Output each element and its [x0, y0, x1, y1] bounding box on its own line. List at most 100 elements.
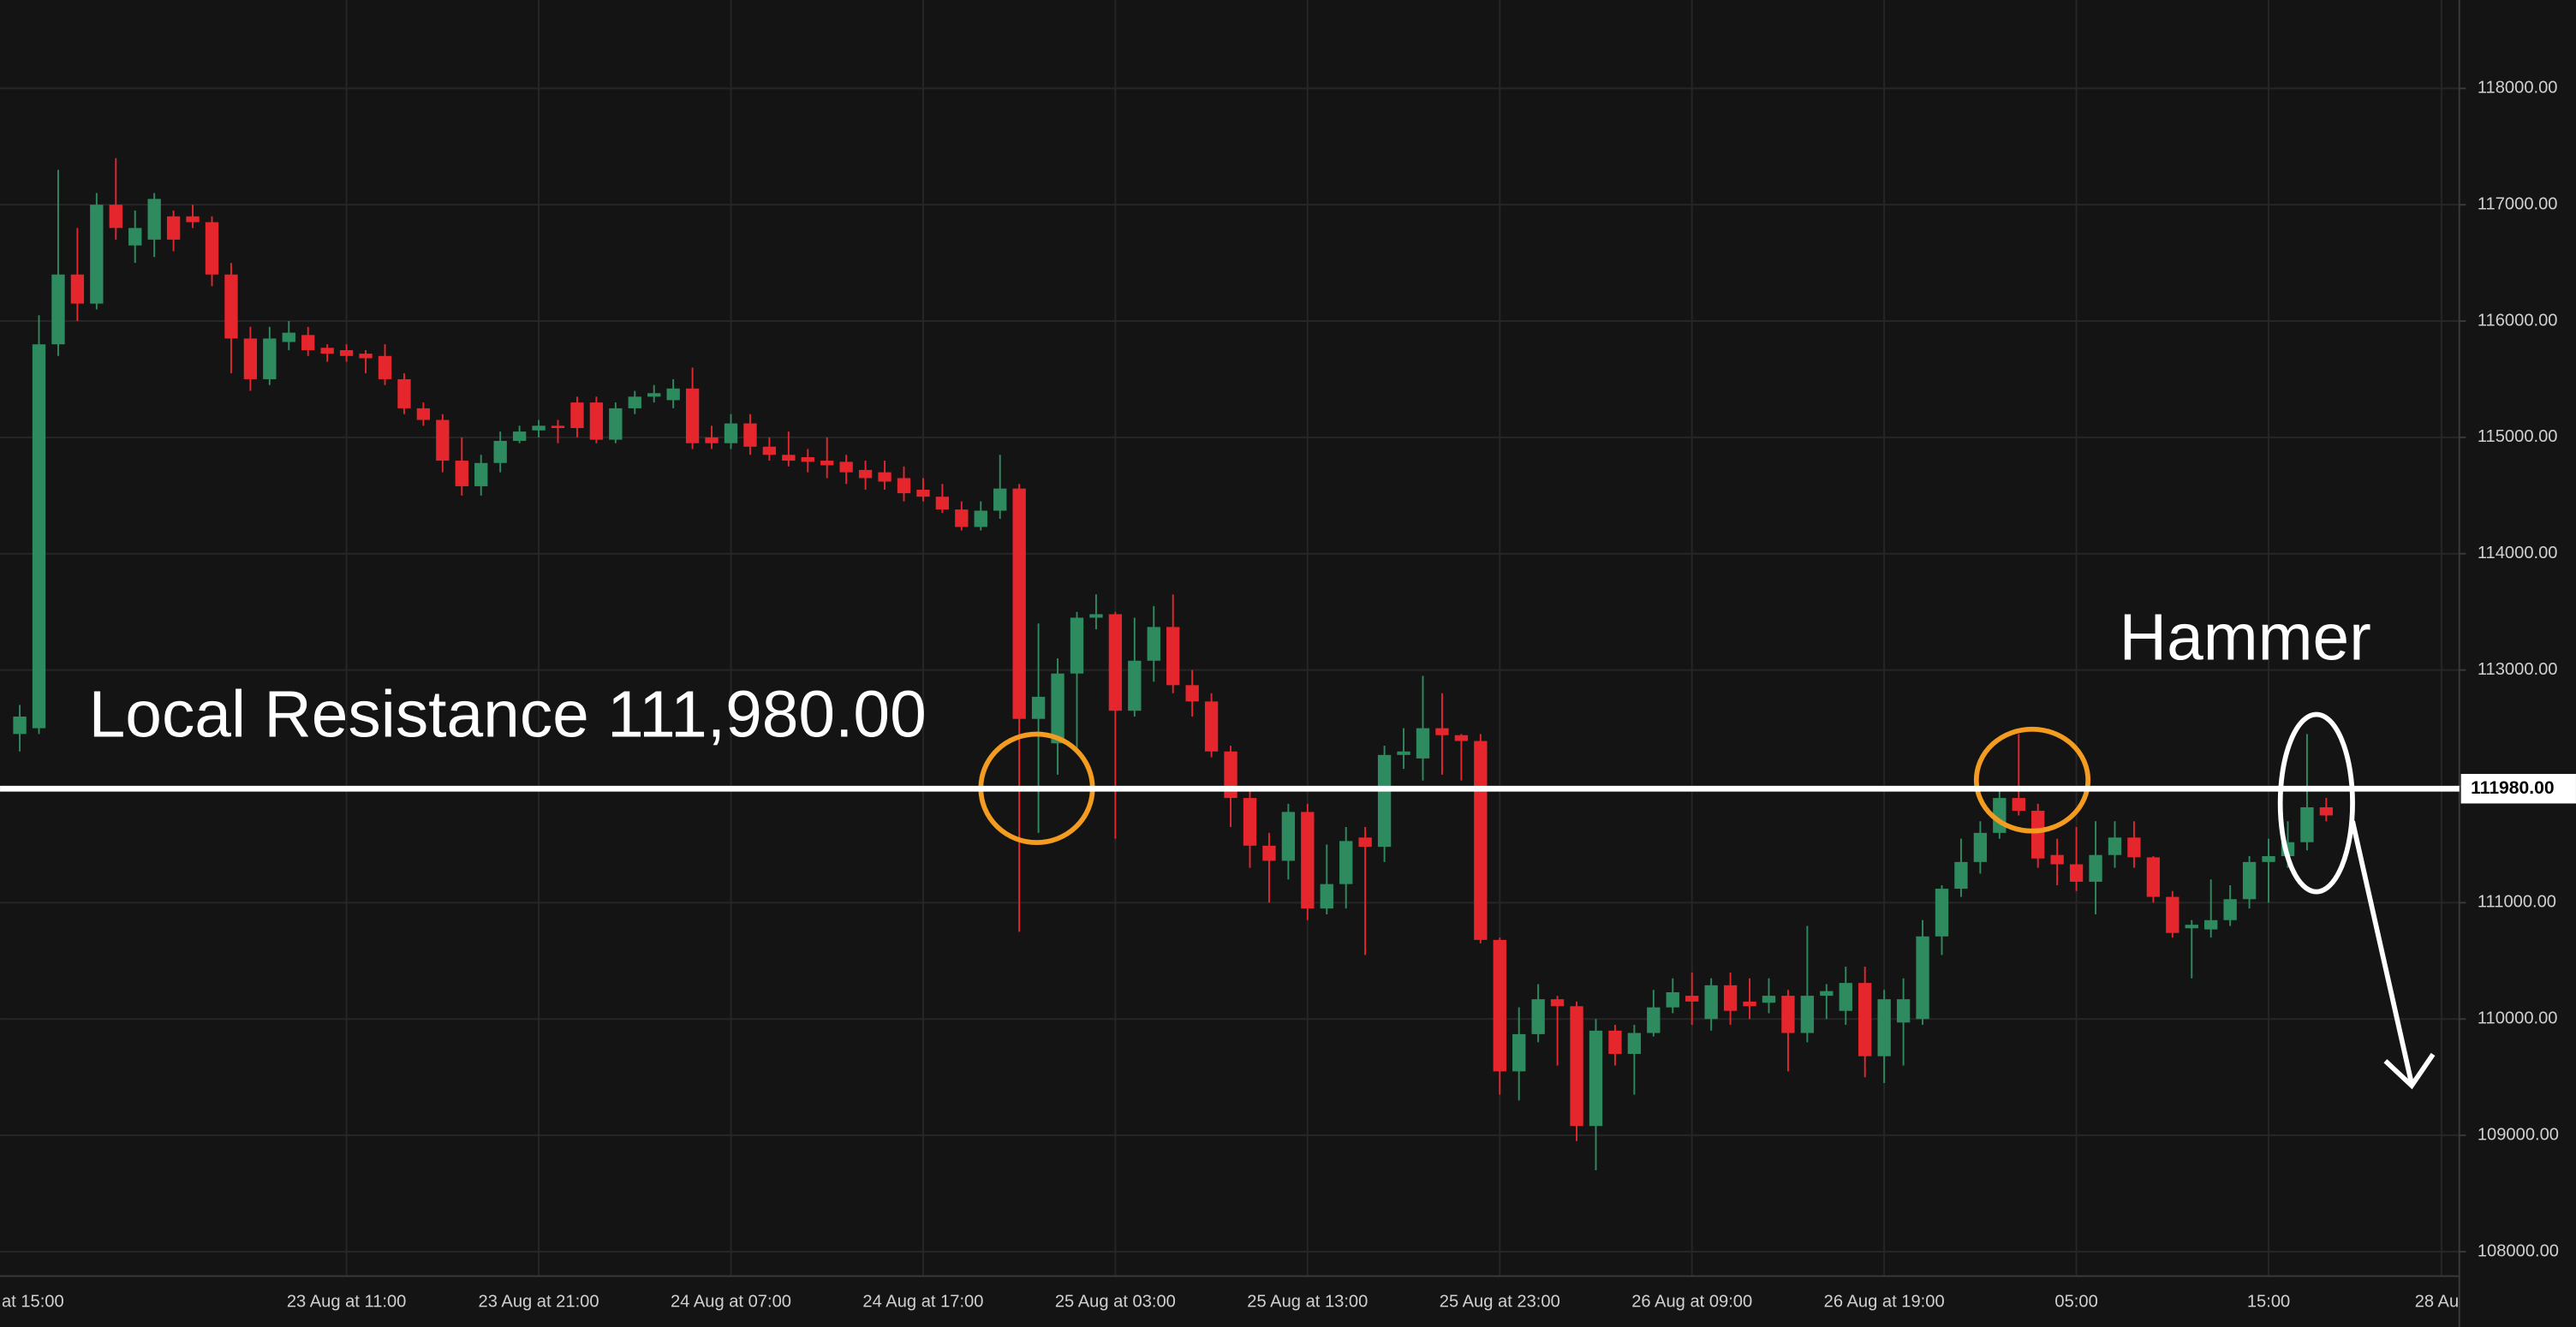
candle-body: [205, 222, 219, 275]
candle-body: [70, 274, 85, 304]
candle-body: [1493, 939, 1506, 1072]
y-tick-label: 116000.00: [2478, 311, 2558, 330]
candle-body: [1012, 488, 1026, 719]
candle-body: [1685, 996, 1699, 1002]
candle-body: [532, 425, 546, 431]
candle-body: [1301, 812, 1315, 909]
y-tick-label: 117000.00: [2478, 194, 2558, 213]
candle-body: [1474, 741, 1488, 940]
candle-body: [801, 456, 814, 462]
candle-body: [1608, 1030, 1622, 1055]
candle-body: [2223, 899, 2237, 920]
candle-body: [897, 478, 911, 494]
candle-body: [282, 332, 295, 342]
candle-body: [1550, 999, 1565, 1007]
candle-body: [1166, 627, 1180, 686]
x-axis: at 15:00 23 Aug at 11:00 23 Aug at 21:00 24…: [2, 1293, 2469, 1312]
candle-body: [1877, 999, 1891, 1056]
y-tick-label: 111000.00: [2478, 893, 2556, 912]
candle-body: [1358, 837, 1372, 848]
candle-body: [1147, 627, 1160, 661]
candle-body: [1935, 889, 1949, 937]
candle-body: [858, 469, 873, 479]
candle-body: [724, 423, 738, 443]
candle-body: [1800, 996, 1815, 1033]
arrow-head: [2383, 1052, 2436, 1090]
candle-body: [1839, 983, 1852, 1011]
candle-body: [2185, 925, 2198, 929]
x-tick-label: at 15:00: [2, 1293, 64, 1312]
y-tick-label: 114000.00: [2478, 544, 2558, 562]
candle-body: [1723, 985, 1738, 1011]
candle-body: [224, 274, 238, 339]
x-tick-label: 25 Aug at 13:00: [1247, 1293, 1368, 1312]
x-tick-label: 23 Aug at 11:00: [287, 1293, 407, 1312]
candle-body: [666, 388, 680, 401]
candle-body: [1570, 1006, 1583, 1127]
candle-body: [2108, 837, 2122, 855]
candle-body: [397, 378, 411, 408]
candle-body: [1320, 884, 1333, 909]
candle-body: [1377, 754, 1392, 848]
candle-body: [1339, 841, 1353, 884]
candle-body: [2319, 806, 2334, 816]
x-tick-label: 26 Aug at 09:00: [1631, 1293, 1752, 1312]
candle-body: [1070, 617, 1084, 674]
candle-body: [1666, 992, 1679, 1008]
candle-body: [1531, 999, 1545, 1034]
candle-body: [705, 437, 719, 443]
arrow-shaft: [2350, 820, 2414, 1085]
candle-body: [1435, 728, 1449, 735]
y-axis: 108000.00109000.00110000.00111000.001120…: [2459, 79, 2559, 1260]
candle-body: [685, 388, 700, 443]
candle-body: [1820, 991, 1834, 997]
y-tick-label: 109000.00: [2478, 1125, 2559, 1144]
x-tick-label: 24 Aug at 07:00: [671, 1293, 791, 1312]
candle-body: [1589, 1030, 1603, 1127]
candle-body: [647, 393, 661, 397]
candle-body: [974, 510, 987, 527]
candle-body: [109, 205, 122, 229]
x-tick-label: 26 Aug at 19:00: [1824, 1293, 1945, 1312]
candle-body: [743, 423, 757, 447]
candle-body: [416, 408, 431, 420]
resistance-annotation: Local Resistance 111,980.00: [89, 678, 927, 751]
candle-body: [1185, 685, 1199, 702]
candle-body: [301, 335, 315, 350]
x-tick-label: 23 Aug at 21:00: [479, 1293, 599, 1312]
candle-body: [493, 440, 507, 463]
candle-body: [1454, 735, 1469, 741]
candle-body: [839, 461, 853, 473]
candle-body: [1089, 614, 1103, 618]
x-tick-label: 25 Aug at 23:00: [1440, 1293, 1560, 1312]
candle-body: [1243, 798, 1257, 846]
y-tick-label: 110000.00: [2478, 1009, 2558, 1028]
candle-body: [1031, 696, 1046, 719]
candle-body: [90, 205, 104, 304]
candle-body: [1512, 1033, 1526, 1072]
candle-body: [2012, 798, 2025, 812]
candle-body: [1954, 861, 1968, 890]
candle-body: [1051, 673, 1064, 744]
candle-body: [1281, 812, 1296, 861]
x-tick-label: 28 Aug: [2415, 1293, 2469, 1312]
candle-body: [589, 402, 604, 440]
x-tick-label: 25 Aug at 03:00: [1055, 1293, 1176, 1312]
candle-body: [512, 431, 527, 441]
candle-body: [2031, 811, 2045, 859]
resistance-label: 111980.00: [2471, 778, 2554, 798]
candle-body: [1781, 996, 1795, 1033]
candle-body: [455, 461, 468, 486]
candle-body: [2127, 837, 2141, 858]
candle-body: [13, 716, 27, 735]
candle-body: [2146, 857, 2161, 897]
candle-body: [378, 355, 392, 379]
candle-body: [916, 490, 930, 497]
candle-body: [359, 354, 373, 359]
candle-body: [1704, 985, 1718, 1020]
candle-body: [1762, 996, 1776, 1003]
candle-body: [474, 462, 488, 486]
candle-body: [2204, 919, 2218, 930]
candle-body: [609, 408, 623, 440]
